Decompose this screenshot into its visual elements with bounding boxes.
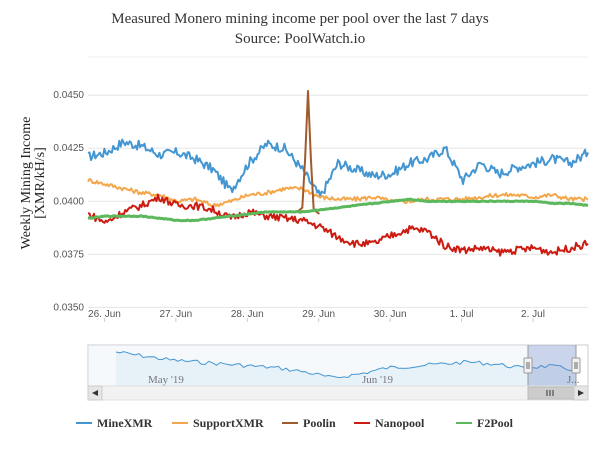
navigator-area: [116, 351, 576, 386]
navigator-line: [115, 351, 577, 379]
x-tick-label: 30. Jun: [374, 309, 407, 320]
series-line-nanopool[interactable]: [87, 193, 589, 257]
y-tick-label: 0.0450: [53, 90, 84, 101]
scroll-grip-icon: [546, 390, 554, 396]
navigator-label-may: May '19: [148, 374, 184, 386]
arrow-left-icon: [92, 390, 98, 396]
navigator[interactable]: May '19 Jun '19 J...: [87, 344, 589, 387]
scrollbar-thumb[interactable]: [527, 386, 575, 400]
navigator-series: [115, 351, 577, 386]
y-axis-label-line1: Weekly Mining Income: [19, 117, 34, 250]
navigator-label-jul: J...: [567, 374, 580, 386]
x-tick-label: 1. Jul: [450, 309, 474, 320]
grip-handle-icon: [574, 362, 578, 369]
legend-label: SupportXMR: [193, 416, 264, 430]
x-tick-label: 27. Jun: [159, 309, 192, 320]
grip-handle-icon: [526, 362, 530, 369]
legend-item-minexmr[interactable]: MineXMR: [76, 416, 153, 430]
chart-title: Measured Monero mining income per pool o…: [111, 11, 489, 27]
series-line-minexmr[interactable]: [87, 138, 589, 198]
x-tick-layer: 26. Jun 27. Jun 28. Jun 29. Jun 30. Jun 1. Ju…: [88, 309, 545, 322]
legend-label: F2Pool: [477, 416, 514, 430]
scrollbar-track: [101, 385, 575, 401]
grid-layer: [88, 56, 588, 308]
legend-label: MineXMR: [97, 416, 153, 430]
chart-subtitle: Source: PoolWatch.io: [235, 31, 365, 47]
navigator-handle-right[interactable]: [571, 357, 581, 374]
legend-item-poolin[interactable]: Poolin: [282, 416, 336, 430]
series-line-f2pool[interactable]: [88, 197, 589, 223]
x-tick-label: 2. Jul: [521, 309, 545, 320]
y-axis-label-line2: [XMR/kH/s]: [33, 147, 48, 219]
legend: MineXMR SupportXMR Poolin Nanopool F2Pool: [76, 416, 514, 430]
x-tick-label: 28. Jun: [231, 309, 264, 320]
y-tick-label: 0.0375: [53, 249, 84, 260]
scrollbar-right-button[interactable]: [573, 385, 589, 401]
legend-label: Poolin: [303, 416, 336, 430]
navigator-outside-mask: [88, 345, 528, 386]
navigator-selected-range[interactable]: [528, 345, 576, 386]
series-line-supportxmr[interactable]: [87, 178, 589, 208]
navigator-label-jun: Jun '19: [362, 374, 394, 386]
y-tick-label: 0.0425: [53, 143, 84, 154]
scrollbar-left-button[interactable]: [87, 385, 103, 401]
scrollbar[interactable]: [87, 385, 589, 401]
legend-item-supportxmr[interactable]: SupportXMR: [172, 416, 264, 430]
arrow-right-icon: [578, 390, 584, 396]
legend-item-f2pool[interactable]: F2Pool: [456, 416, 514, 430]
legend-label: Nanopool: [375, 416, 425, 430]
series-layer: [87, 90, 589, 257]
legend-item-nanopool[interactable]: Nanopool: [354, 416, 425, 430]
y-tick-label: 0.0350: [53, 302, 84, 313]
y-tick-layer: 0.0350 0.0375 0.0400 0.0425 0.0450: [53, 90, 84, 313]
navigator-handle-left[interactable]: [523, 357, 533, 374]
x-tick-label: 29. Jun: [302, 309, 335, 320]
y-tick-label: 0.0400: [53, 196, 84, 207]
x-tick-label: 26. Jun: [88, 309, 121, 320]
